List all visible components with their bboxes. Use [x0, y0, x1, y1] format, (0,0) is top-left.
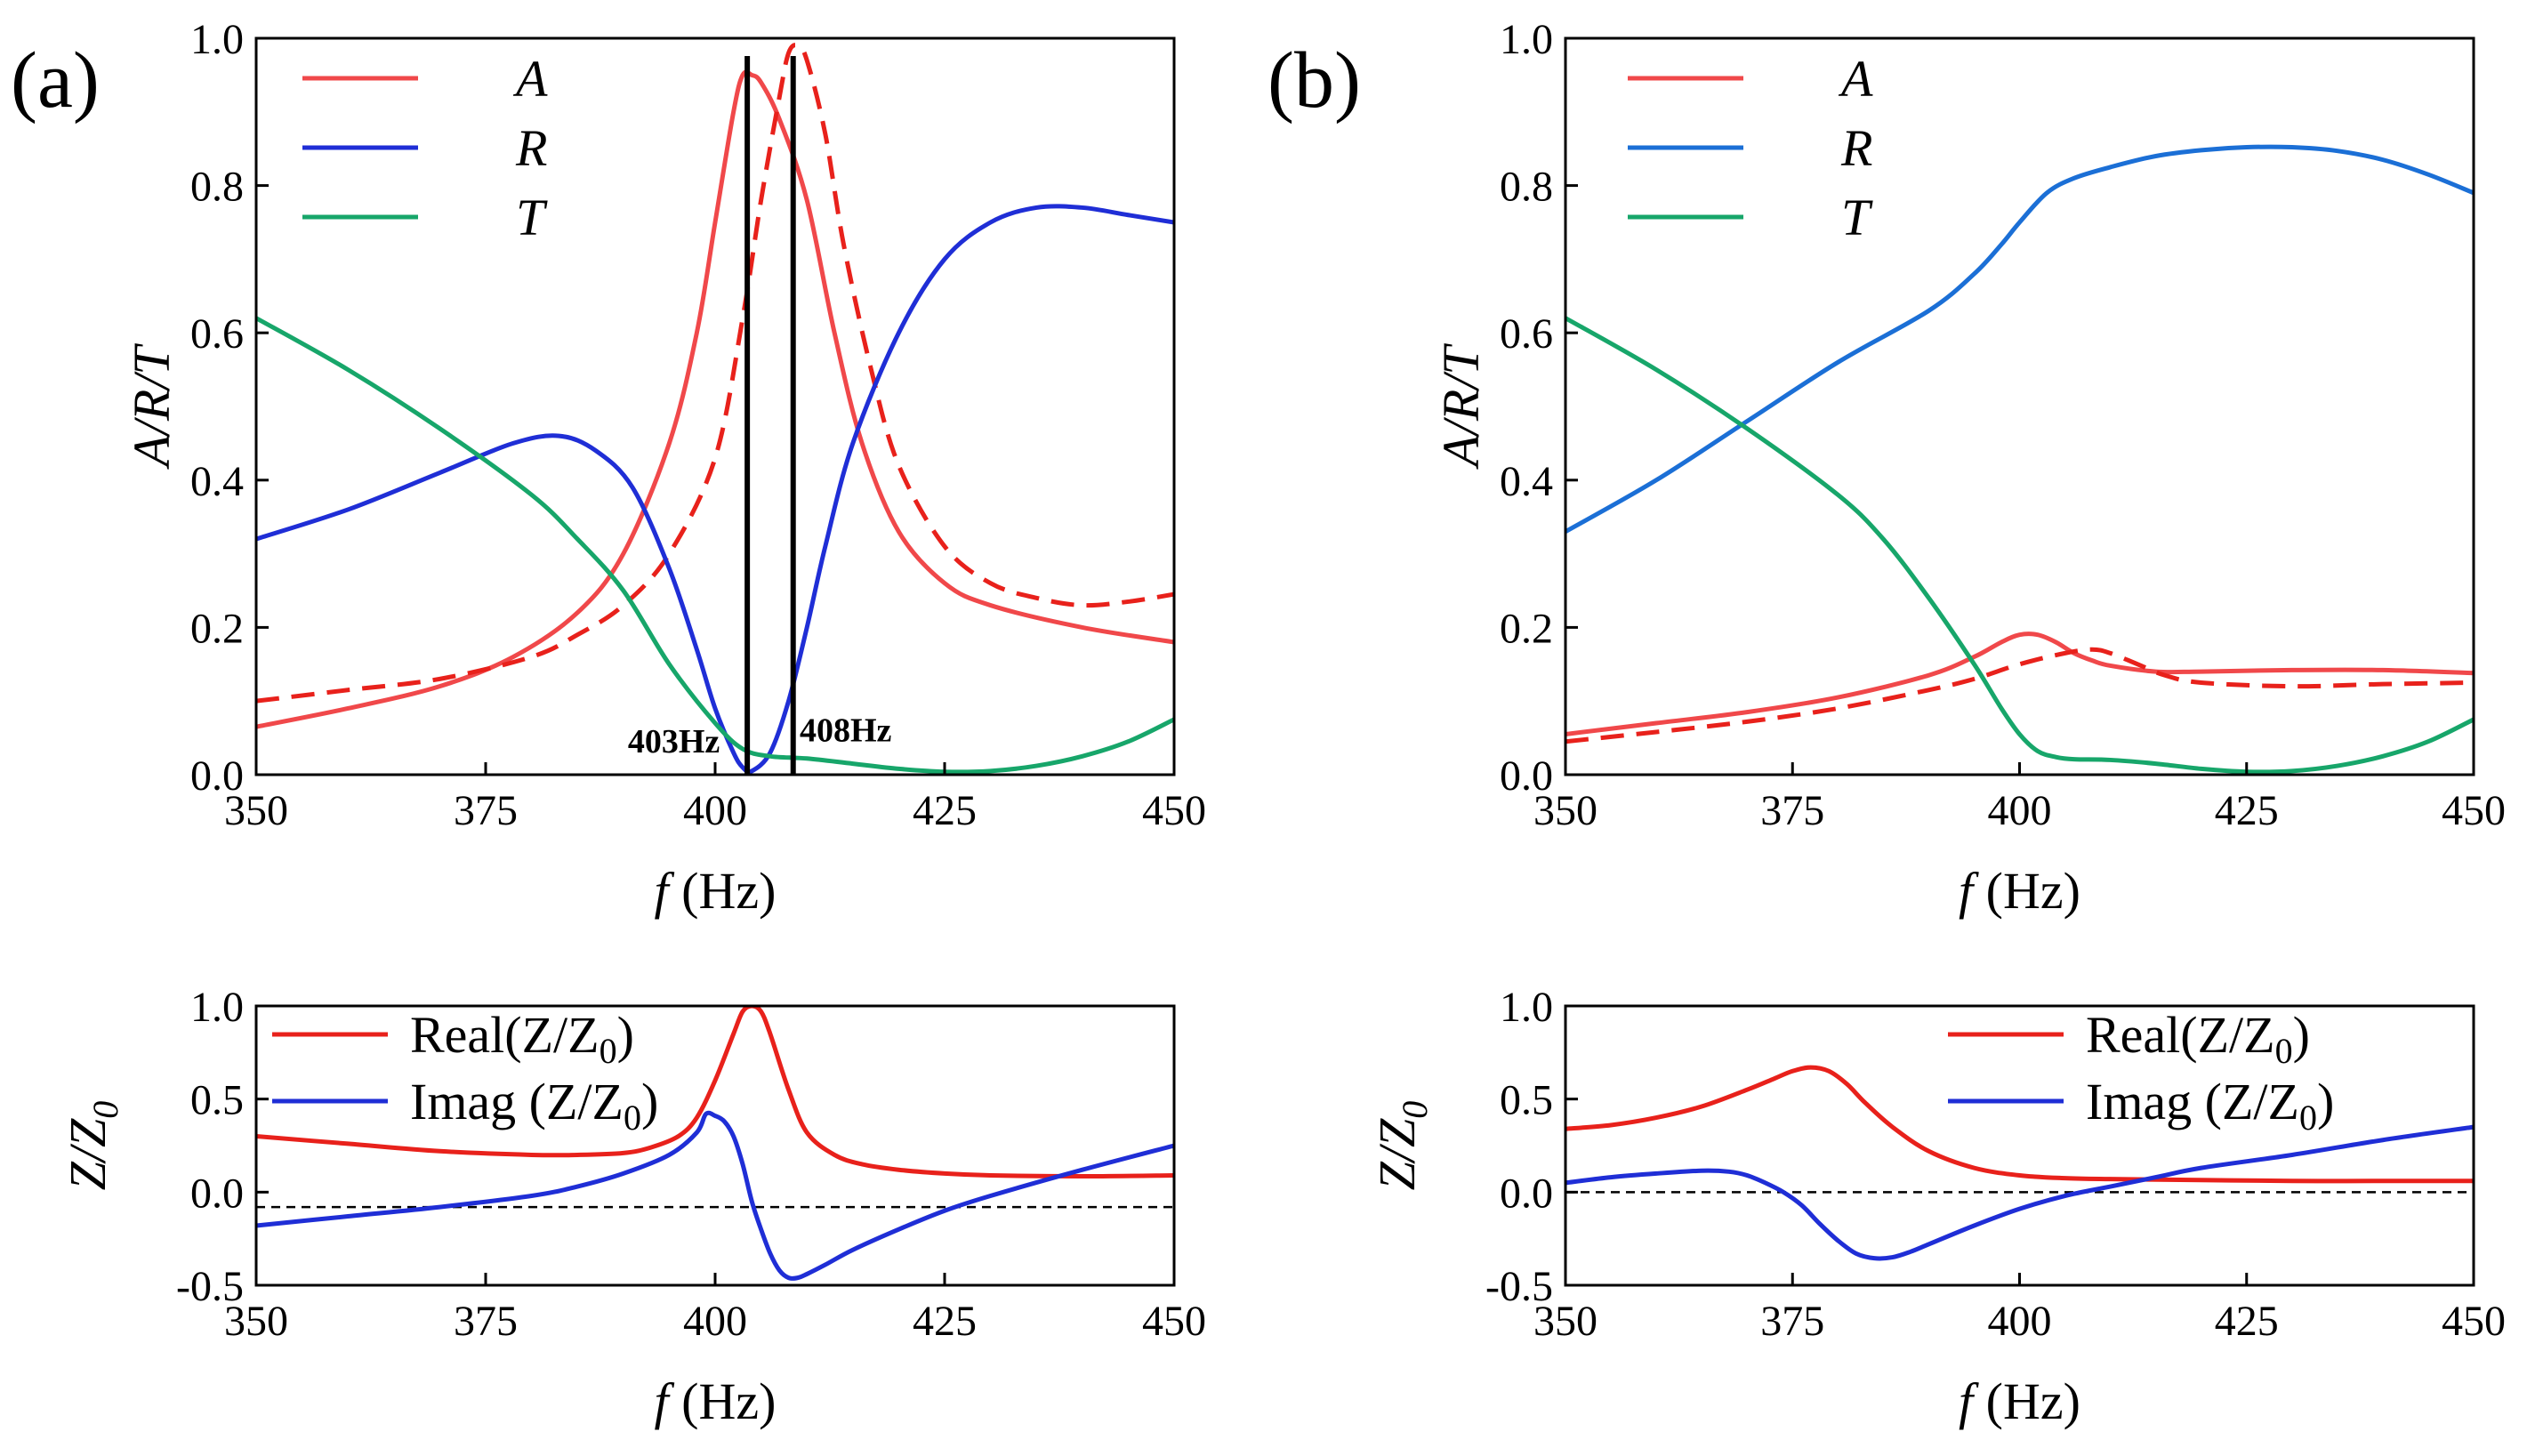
y-tick-label: 0.5 — [1500, 1077, 1553, 1124]
x-tick-label: 400 — [1988, 787, 2052, 834]
y-tick-label: 1.0 — [190, 984, 244, 1031]
chart-a-bottom: 350 375 400 425 450 -0.5 0.0 0.5 1.0 f (Hz) Z/Z0 Re… — [59, 984, 1206, 1430]
y-axis-label: Z/Z0 — [1368, 1101, 1435, 1191]
series-line-t — [1565, 316, 2474, 775]
chart-b-top: 350 375 400 425 450 0.0 0.2 0.4 0.6 0.8 1.0 f (Hz) A… — [1432, 16, 2506, 920]
series-group — [1565, 1065, 2474, 1261]
x-tick-label: 350 — [1533, 787, 1597, 834]
series-line-a — [256, 69, 1174, 729]
legend-label: Real(Z/Z0) — [410, 1006, 634, 1071]
y-tick-label: 0.0 — [1500, 1170, 1553, 1217]
x-tick-label: 375 — [454, 787, 518, 834]
legend-label: Real(Z/Z0) — [2086, 1006, 2310, 1071]
x-tick-label: 350 — [224, 787, 288, 834]
x-axis-label: f (Hz) — [1959, 862, 2080, 920]
x-tick-label: 425 — [913, 787, 977, 834]
series-line-real-z-z — [1565, 1065, 2474, 1184]
series-line-imag-z-z — [256, 1110, 1174, 1281]
y-tick-label: 1.0 — [1500, 16, 1553, 63]
x-tick-label: 425 — [2215, 1298, 2279, 1345]
legend-label: A — [512, 50, 548, 108]
x-tick-label: 450 — [2442, 1298, 2506, 1345]
x-tick-label: 400 — [683, 1298, 747, 1345]
y-tick-label: 1.0 — [190, 16, 244, 63]
x-tick-label: 450 — [1142, 1298, 1206, 1345]
chart-a-top: 403Hz 408Hz 350 375 400 425 450 0.0 0.2 0.4 0.6 0.8… — [123, 16, 1206, 920]
annotation-403Hz: 403Hz — [628, 723, 720, 760]
x-tick-label: 350 — [224, 1298, 288, 1345]
legend-label: Imag (Z/Z0) — [2086, 1073, 2334, 1138]
y-tick-label: 0.4 — [1500, 458, 1553, 505]
series-group — [1565, 144, 2474, 775]
x-axis-label: f (Hz) — [655, 862, 777, 920]
x-tick-label: 450 — [1142, 787, 1206, 834]
series-line-r — [256, 204, 1174, 775]
charts-container: 403Hz 408Hz 350 375 400 425 450 0.0 0.2 0.4 0.6 0.8… — [59, 16, 2506, 1430]
series-line-a — [1565, 631, 2474, 736]
x-tick-label: 375 — [454, 1298, 518, 1345]
series-line-r — [1565, 144, 2474, 534]
y-tick-label: 0.2 — [190, 605, 244, 652]
x-tick-label: 400 — [683, 787, 747, 834]
series-group — [256, 1006, 1174, 1281]
series-line-real-z-z — [256, 1006, 1174, 1179]
legend-label: R — [515, 119, 547, 177]
y-tick-label: 0.6 — [1500, 310, 1553, 358]
x-tick-label: 375 — [1760, 787, 1824, 834]
legend-label: T — [1841, 189, 1873, 246]
series-line-t — [256, 316, 1174, 775]
y-tick-label: 0.0 — [190, 752, 244, 800]
x-axis-label: f (Hz) — [1959, 1372, 2080, 1430]
y-tick-label: -0.5 — [1485, 1263, 1553, 1310]
x-tick-label: 375 — [1760, 1298, 1824, 1345]
legend-label: A — [1838, 50, 1873, 108]
x-tick-label: 450 — [2442, 787, 2506, 834]
chart-b-bottom: 350 375 400 425 450 -0.5 0.0 0.5 1.0 f (Hz) Z/Z0 Re… — [1368, 984, 2506, 1430]
y-tick-label: 0.8 — [1500, 164, 1553, 211]
x-tick-label: 425 — [2215, 787, 2279, 834]
x-tick-label: 350 — [1533, 1298, 1597, 1345]
panel-label-b: (b) — [1268, 36, 1361, 125]
panel-label-a: (a) — [11, 36, 100, 125]
y-tick-label: 0.0 — [190, 1170, 244, 1217]
y-tick-label: 0.8 — [190, 164, 244, 211]
annotation-408Hz: 408Hz — [800, 712, 892, 750]
x-tick-label: 400 — [1988, 1298, 2052, 1345]
y-tick-label: 0.5 — [190, 1077, 244, 1124]
series-group — [256, 43, 1174, 775]
y-tick-label: 0.2 — [1500, 605, 1553, 652]
x-tick-label: 425 — [913, 1298, 977, 1345]
y-axis-label: Z/Z0 — [59, 1101, 125, 1191]
x-axis-label: f (Hz) — [655, 1372, 777, 1430]
y-tick-label: 0.4 — [190, 458, 244, 505]
legend-label: R — [1840, 119, 1872, 177]
y-tick-label: 1.0 — [1500, 984, 1553, 1031]
y-axis-label: A/R/T — [123, 343, 181, 471]
y-axis-label: A/R/T — [1432, 343, 1490, 471]
series-line-imag-z-z — [1565, 1124, 2474, 1261]
y-tick-label: -0.5 — [176, 1263, 244, 1310]
legend-label: Imag (Z/Z0) — [410, 1073, 658, 1138]
legend-label: T — [516, 189, 548, 246]
series-line-a-dashed- — [256, 43, 1174, 704]
series-line-a-dashed- — [1565, 647, 2474, 744]
y-tick-label: 0.6 — [190, 310, 244, 358]
y-tick-label: 0.0 — [1500, 752, 1553, 800]
